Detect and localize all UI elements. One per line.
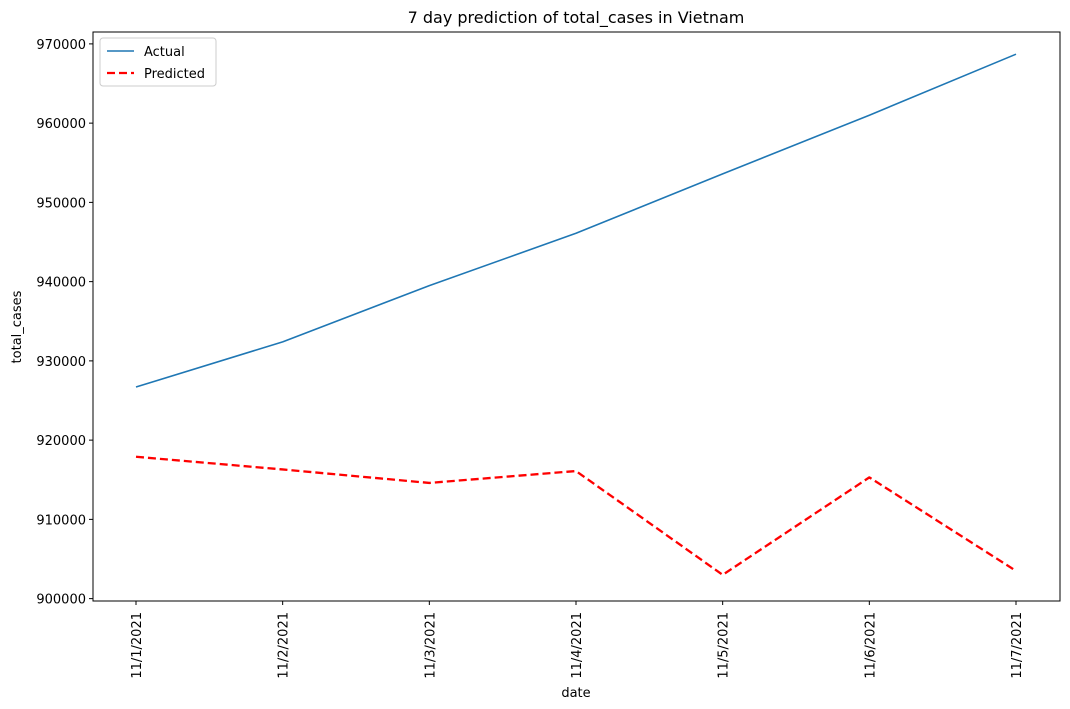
y-axis: 900000 910000 920000 930000 940000 950000 9600… bbox=[36, 38, 93, 608]
data-point-predicted bbox=[868, 476, 870, 478]
data-point-predicted bbox=[135, 456, 137, 458]
data-point-actual bbox=[1015, 53, 1017, 55]
series-line-predicted bbox=[135, 455, 1017, 576]
data-point-actual bbox=[428, 284, 430, 286]
legend: Actual Predicted bbox=[99, 37, 217, 87]
y-tick-label: 960000 bbox=[36, 117, 86, 132]
x-tick-label: 11/2/2021 bbox=[277, 612, 292, 679]
x-tick-label: 11/4/2021 bbox=[570, 612, 585, 679]
data-point-predicted bbox=[428, 482, 430, 484]
x-tick-label: 11/1/2021 bbox=[130, 612, 145, 679]
data-point-predicted bbox=[721, 574, 723, 576]
data-point-predicted bbox=[575, 470, 577, 472]
y-tick-label: 920000 bbox=[36, 434, 86, 449]
legend-box bbox=[99, 37, 217, 87]
data-point-actual bbox=[575, 232, 577, 234]
x-axis-label: date bbox=[561, 686, 590, 701]
x-tick-label: 11/6/2021 bbox=[863, 612, 878, 679]
data-point-actual bbox=[868, 114, 870, 116]
data-point-actual bbox=[135, 386, 137, 388]
data-point-actual bbox=[281, 341, 283, 343]
plot-area-frame bbox=[92, 31, 1061, 602]
x-tick-label: 11/5/2021 bbox=[717, 612, 732, 679]
series-layer bbox=[135, 53, 1017, 576]
x-tick-label: 11/3/2021 bbox=[423, 612, 438, 679]
data-point-actual bbox=[721, 173, 723, 175]
y-tick-label: 950000 bbox=[36, 196, 86, 211]
y-tick-label: 900000 bbox=[36, 593, 86, 608]
y-axis-label: total_cases bbox=[10, 290, 25, 363]
x-axis: 11/1/2021 11/2/2021 11/3/2021 11/4/2021 11/5… bbox=[130, 601, 1025, 679]
y-tick-label: 910000 bbox=[36, 513, 86, 528]
chart-title: 7 day prediction of total_cases in Vietn… bbox=[408, 8, 745, 28]
data-point-predicted bbox=[281, 468, 283, 470]
legend-label-predicted: Predicted bbox=[144, 67, 205, 82]
series-line-actual bbox=[135, 53, 1017, 388]
y-tick-label: 970000 bbox=[36, 38, 86, 53]
data-point-predicted bbox=[1015, 570, 1017, 572]
legend-label-actual: Actual bbox=[144, 45, 185, 60]
y-tick-label: 930000 bbox=[36, 355, 86, 370]
x-tick-label: 11/7/2021 bbox=[1010, 612, 1025, 679]
y-tick-label: 940000 bbox=[36, 276, 86, 291]
